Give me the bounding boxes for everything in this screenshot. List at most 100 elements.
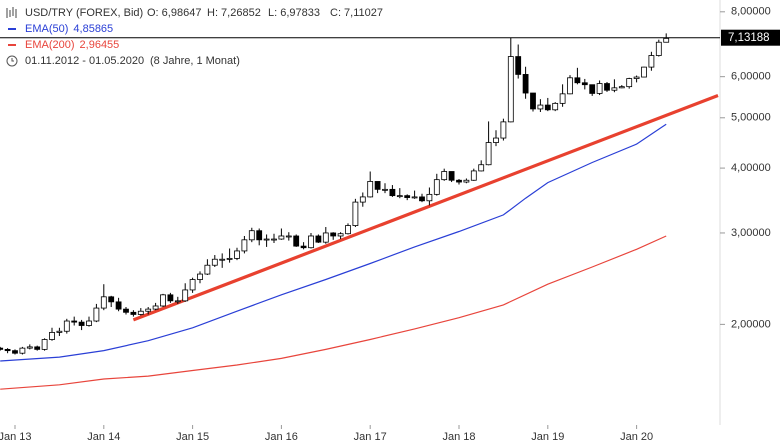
- ema-line: [0, 123, 667, 362]
- candle-body: [197, 273, 203, 280]
- candle-body: [567, 77, 573, 95]
- candle-body: [93, 307, 100, 322]
- y-tick-label: 3,00000: [731, 227, 771, 239]
- x-tick-label: Jan 14: [87, 431, 120, 443]
- y-tick-label: 5,00000: [731, 112, 771, 124]
- candle-body: [530, 92, 536, 110]
- candle-body: [448, 171, 455, 181]
- candle-body: [263, 238, 270, 241]
- candle-body: [581, 82, 588, 86]
- candle-body: [470, 170, 477, 181]
- candle-body: [285, 235, 292, 238]
- candle-body: [63, 320, 70, 332]
- x-tick-label: Jan 18: [442, 431, 475, 443]
- candle-body: [308, 235, 314, 249]
- duration: (8 Jahre, 1 Monat): [150, 55, 240, 67]
- candle-body: [0, 347, 4, 350]
- candle-body: [256, 230, 263, 241]
- ohlc-label: H: 7,26852: [207, 7, 261, 19]
- chart-icon: [6, 7, 17, 18]
- ohlc-label: O: 6,98647: [147, 7, 201, 19]
- candle-body: [500, 121, 507, 139]
- x-tick-label: Jan 19: [531, 431, 564, 443]
- candle-body: [137, 310, 144, 315]
- x-tick-label: Jan 15: [176, 431, 209, 443]
- candle-body: [108, 296, 115, 303]
- candle-body: [204, 264, 211, 275]
- candle-body: [86, 320, 92, 326]
- candle-body: [330, 232, 337, 237]
- candle-body: [226, 257, 233, 260]
- candle-body: [374, 181, 381, 190]
- y-tick-label: 2,00000: [731, 318, 771, 330]
- x-tick-label: Jan 13: [0, 431, 32, 443]
- candle-body: [49, 332, 55, 340]
- candle-body: [493, 137, 499, 143]
- trendline: [132, 93, 719, 322]
- candle-body: [241, 239, 248, 252]
- candle-body: [41, 339, 48, 350]
- candle-body: [56, 330, 63, 333]
- candle-body: [596, 83, 603, 94]
- candle-body: [174, 300, 181, 303]
- candle-body: [167, 294, 174, 302]
- candle-body: [152, 305, 159, 310]
- candle-body: [34, 346, 41, 350]
- candle-body: [456, 179, 462, 183]
- candle-body: [515, 56, 522, 75]
- candle-body: [618, 86, 625, 89]
- candle-body: [78, 321, 85, 326]
- candle-body: [463, 179, 470, 183]
- chart-title: USD/TRY (FOREX, Bid): [25, 7, 143, 19]
- candle-body: [278, 235, 285, 240]
- candle-body: [26, 346, 33, 349]
- ohlc-label: L: 6,97833: [268, 7, 320, 19]
- x-tick-label: Jan 17: [354, 431, 387, 443]
- candle-body: [507, 56, 514, 123]
- candle-body: [559, 93, 566, 104]
- candle-body: [641, 66, 647, 78]
- candle-body: [182, 289, 189, 302]
- candle-body: [234, 250, 240, 259]
- candle-body: [12, 350, 18, 354]
- candle-body: [293, 235, 300, 247]
- candle-body: [359, 196, 366, 203]
- candle-body: [271, 238, 277, 241]
- candle-body: [160, 294, 166, 307]
- candle-body: [389, 188, 396, 197]
- candle-body: [115, 301, 122, 310]
- candle-body: [648, 55, 655, 68]
- candle-body: [478, 164, 485, 172]
- candle-body: [663, 37, 670, 43]
- candle-body: [4, 348, 11, 352]
- candle-body: [441, 171, 448, 181]
- candle-body: [300, 245, 307, 249]
- candle-body: [419, 196, 425, 202]
- clock-icon: [6, 55, 18, 67]
- candle-body: [655, 41, 662, 56]
- candle-body: [100, 296, 107, 309]
- candle-body: [485, 142, 492, 166]
- y-tick-label: 6,00000: [731, 71, 771, 83]
- last-price-label: 7,13188: [728, 32, 770, 44]
- candle-body: [248, 230, 255, 241]
- last-price-box: [721, 29, 780, 46]
- candle-body: [71, 320, 78, 323]
- ema-line: [0, 235, 667, 390]
- candle-body: [626, 78, 633, 88]
- candle-body: [337, 233, 344, 237]
- candle-body: [604, 83, 610, 91]
- candle-body: [611, 87, 618, 91]
- candle-body: [396, 195, 403, 198]
- candle-body: [219, 258, 226, 261]
- candle-body: [404, 195, 411, 198]
- candle-body: [433, 179, 440, 195]
- candle-body: [426, 193, 433, 202]
- candle-body: [315, 235, 322, 243]
- candle-body: [537, 104, 544, 110]
- candle-body: [322, 232, 329, 243]
- y-tick-label: 8,00000: [731, 6, 771, 18]
- candle-body: [345, 225, 351, 235]
- candle-body: [145, 308, 152, 312]
